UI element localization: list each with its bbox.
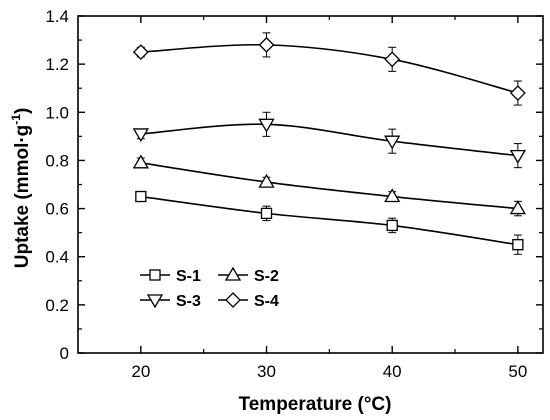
data-point (258, 118, 275, 133)
legend-label: S-2 (254, 268, 279, 285)
data-point (384, 135, 401, 150)
y-tick-label: 0.8 (45, 151, 69, 170)
y-tick-label: 0.4 (45, 248, 69, 267)
legend-item-s-4: S-4 (218, 292, 279, 310)
data-point (258, 173, 275, 188)
data-point (132, 154, 149, 169)
data-point (512, 239, 524, 251)
x-tick-label: 40 (383, 362, 402, 381)
y-tick-label: 1.0 (45, 103, 69, 122)
legend-label: S-3 (176, 293, 201, 310)
data-point (132, 44, 149, 61)
y-tick-label: 1.2 (45, 55, 69, 74)
x-tick-label: 20 (131, 362, 150, 381)
data-point (132, 128, 149, 143)
y-axis-title-close: ) (12, 108, 33, 114)
legend-marker (225, 292, 241, 308)
legend-item-s-2: S-2 (218, 266, 279, 285)
y-tick-label: 0 (60, 344, 69, 363)
data-point (509, 200, 526, 215)
x-tick-label: 30 (257, 362, 276, 381)
data-point (258, 36, 275, 53)
data-point (509, 149, 526, 164)
data-point (260, 207, 273, 220)
y-axis-title-superscript: -1 (9, 114, 23, 125)
plot-layer (132, 32, 526, 255)
x-tick-label: 50 (508, 362, 527, 381)
legend-label: S-4 (254, 293, 279, 310)
legend-item-s-3: S-3 (140, 293, 201, 310)
legend-marker (146, 294, 164, 309)
y-axis-title-main: Uptake (mmol·g (12, 125, 33, 269)
legend-marker (149, 269, 161, 281)
y-tick-label: 0.6 (45, 200, 69, 219)
data-point (386, 219, 398, 232)
legend-label: S-1 (176, 268, 201, 285)
y-tick-label: 0.2 (45, 296, 69, 315)
series-s-2 (132, 154, 526, 217)
data-point (384, 51, 401, 68)
series-line (140, 195, 518, 246)
data-point (384, 188, 401, 203)
x-axis-title: Temperature (°C) (239, 394, 392, 415)
data-point (509, 85, 526, 101)
legend-marker (224, 266, 242, 281)
y-tick-label: 1.4 (45, 7, 69, 26)
series-line (140, 162, 518, 210)
series-s-4 (132, 32, 526, 106)
series-line (140, 123, 518, 157)
series-line (140, 43, 519, 94)
y-axis-title: Uptake (mmol·g-1) (9, 108, 33, 269)
series-s-1 (135, 190, 524, 255)
plot-frame (77, 15, 544, 354)
legend: S-1 S-2 S-3 S-4 (140, 266, 279, 310)
series-s-3 (132, 111, 526, 169)
data-point (135, 190, 147, 203)
legend-item-s-1: S-1 (140, 268, 201, 285)
axes-layer: 0 0.2 0.4 0.6 0.8 1.0 1.2 1.4 20 30 40 50 (45, 7, 544, 381)
